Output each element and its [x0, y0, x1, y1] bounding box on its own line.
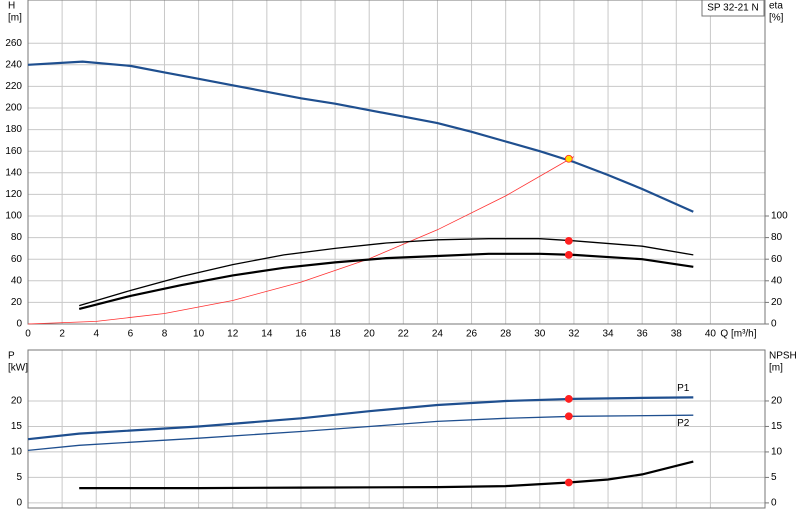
y2-tick-label: 60 — [771, 254, 783, 265]
curve — [27, 156, 575, 325]
y-tick-label: 120 — [5, 189, 22, 200]
curve — [78, 252, 694, 310]
y-tick-label: 15 — [11, 421, 23, 432]
x-tick-label: 4 — [93, 329, 99, 340]
y-tick-label: 240 — [5, 59, 22, 70]
y-tick-label: 20 — [11, 396, 23, 407]
curve — [79, 238, 694, 307]
y-tick-label: 160 — [5, 146, 22, 157]
y2-tick-label: 80 — [771, 232, 783, 243]
x-tick-label: 36 — [637, 329, 649, 340]
x-tick-label: 34 — [602, 329, 614, 340]
curve-label: P1 — [677, 383, 690, 394]
y2-tick-label: 0 — [771, 319, 777, 330]
x-tick-label: 20 — [364, 329, 376, 340]
x-tick-label: 6 — [128, 329, 134, 340]
y-axis-label: P — [8, 351, 15, 362]
y2-tick-label: 40 — [771, 275, 783, 286]
x-tick-label: 38 — [671, 329, 683, 340]
duty-point — [564, 478, 573, 487]
y-tick-label: 60 — [11, 254, 23, 265]
y-tick-label: 20 — [11, 297, 23, 308]
y2-axis-label: NPSH — [769, 351, 797, 362]
y-tick-label: 10 — [11, 447, 23, 458]
x-tick-label: 28 — [500, 329, 512, 340]
curve — [27, 414, 694, 452]
x-tick-label: 14 — [261, 329, 273, 340]
y-axis-unit: [kW] — [8, 363, 28, 374]
curve — [79, 460, 694, 490]
y-tick-label: 80 — [11, 232, 23, 243]
y2-tick-label: 5 — [771, 472, 777, 483]
y2-tick-label: 0 — [771, 498, 777, 509]
y-tick-label: 0 — [16, 319, 22, 330]
duty-point — [564, 154, 573, 163]
y2-tick-label: 20 — [771, 396, 783, 407]
x-tick-label: 32 — [568, 329, 580, 340]
x-tick-label: 22 — [398, 329, 410, 340]
y-axis-unit: [m] — [8, 13, 22, 24]
plot-frame — [27, 0, 766, 325]
x-tick-label: 10 — [193, 329, 205, 340]
y-tick-label: 220 — [5, 81, 22, 92]
y-tick-label: 180 — [5, 124, 22, 135]
y2-tick-label: 100 — [771, 211, 788, 222]
x-tick-label: 12 — [227, 329, 239, 340]
y-tick-label: 260 — [5, 38, 22, 49]
duty-point — [564, 250, 573, 259]
x-tick-label: 0 — [25, 329, 31, 340]
y2-tick-label: 15 — [771, 421, 783, 432]
curve — [27, 60, 694, 213]
y2-axis-unit: [m] — [769, 363, 783, 374]
plot-frame — [27, 349, 766, 509]
y-tick-label: 200 — [5, 103, 22, 114]
y-tick-label: 5 — [16, 472, 22, 483]
curve-label: P2 — [677, 418, 690, 429]
y-tick-label: 40 — [11, 275, 23, 286]
y2-axis-label: eta — [769, 1, 783, 12]
y-tick-label: 100 — [5, 211, 22, 222]
x-tick-label: 2 — [59, 329, 65, 340]
duty-point — [564, 395, 573, 403]
y-tick-label: 140 — [5, 167, 22, 178]
duty-point — [564, 412, 573, 421]
title-box — [701, 0, 765, 17]
chart-title: SP 32-21 N — [707, 3, 759, 14]
x-tick-label: 18 — [330, 329, 342, 340]
x-tick-label: 16 — [295, 329, 307, 340]
x-tick-label: 30 — [534, 329, 546, 340]
x-tick-label: 26 — [466, 329, 478, 340]
duty-point — [564, 236, 573, 245]
x-tick-label: 8 — [162, 329, 168, 340]
y2-axis-unit: [%] — [769, 13, 784, 24]
curve — [27, 396, 694, 441]
y-axis-label: H — [8, 1, 15, 12]
y2-tick-label: 20 — [771, 297, 783, 308]
x-tick-label: 24 — [432, 329, 444, 340]
y2-tick-label: 10 — [771, 447, 783, 458]
y-tick-label: 0 — [16, 498, 22, 509]
x-axis-label: Q [m³/h] — [720, 329, 756, 340]
x-tick-label: 40 — [705, 329, 717, 340]
